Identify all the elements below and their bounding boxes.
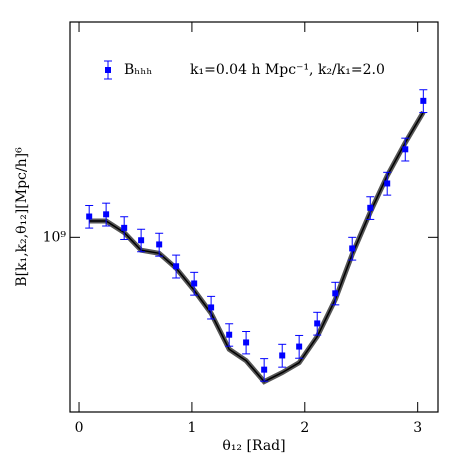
point bbox=[296, 343, 303, 350]
point bbox=[261, 366, 268, 373]
point bbox=[103, 211, 110, 218]
point bbox=[349, 245, 356, 252]
point bbox=[173, 263, 180, 270]
point bbox=[279, 352, 286, 359]
y-tick-label: 10⁹ bbox=[43, 229, 67, 245]
point bbox=[420, 97, 427, 104]
x-tick-label: 0 bbox=[75, 420, 84, 436]
point bbox=[86, 213, 93, 220]
point bbox=[314, 320, 321, 327]
point bbox=[121, 224, 128, 231]
legend-marker bbox=[105, 67, 111, 73]
point bbox=[384, 180, 391, 187]
x-tick-label: 2 bbox=[300, 420, 309, 436]
point bbox=[138, 237, 145, 244]
annotation: k₁=0.04 h Mpc⁻¹, k₂/k₁=2.0 bbox=[190, 62, 385, 78]
point bbox=[226, 331, 233, 338]
point bbox=[156, 241, 163, 248]
x-axis-label: θ₁₂ [Rad] bbox=[222, 438, 285, 454]
model-band bbox=[89, 110, 426, 385]
x-tick-label: 3 bbox=[413, 420, 422, 436]
plot-frame bbox=[69, 21, 439, 413]
point bbox=[402, 146, 409, 153]
legend-label: Bₕₕₕ bbox=[124, 62, 152, 78]
point bbox=[332, 290, 339, 297]
point bbox=[191, 280, 198, 287]
x-tick-label: 1 bbox=[187, 420, 196, 436]
point bbox=[208, 304, 215, 311]
point bbox=[243, 339, 250, 346]
point bbox=[367, 204, 374, 211]
y-axis-label: B[k₁,k₂,θ₁₂][Mpc/h]⁶ bbox=[14, 147, 30, 287]
